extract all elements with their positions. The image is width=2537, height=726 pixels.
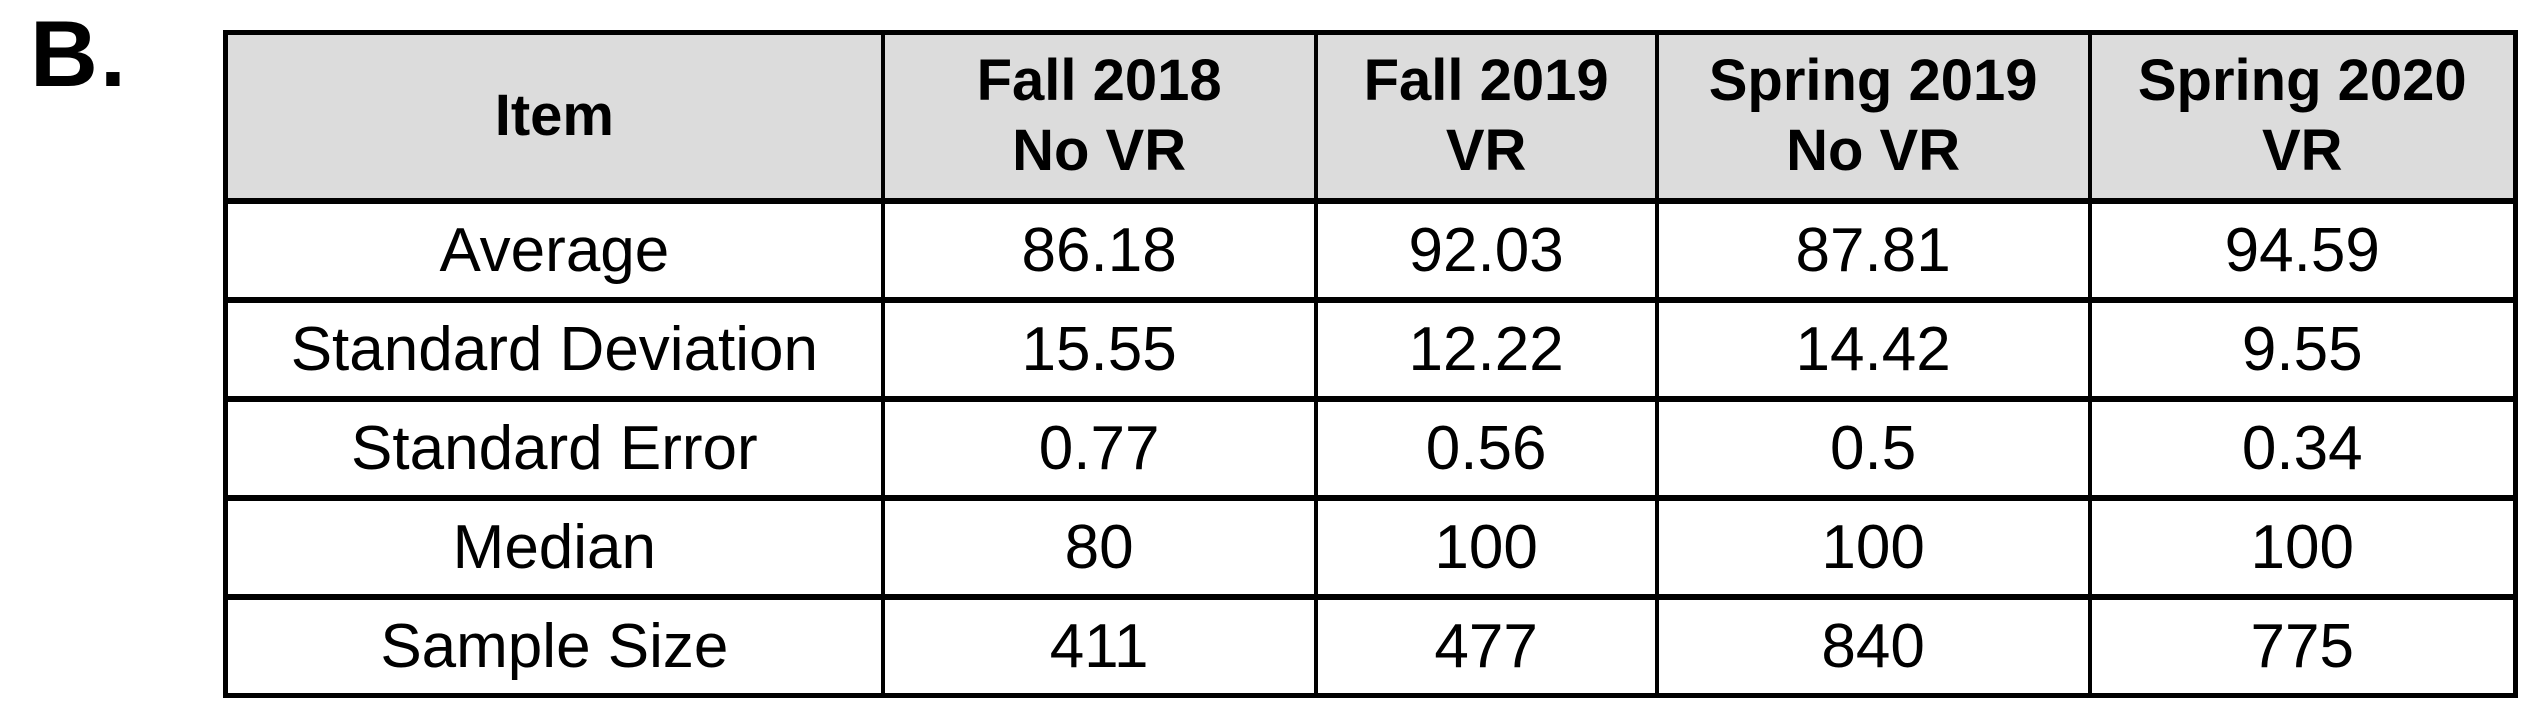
table-row-median: Median 80 100 100 100: [223, 494, 2518, 599]
table-cell: 0.34: [2087, 395, 2518, 500]
table-cell: 100: [2087, 494, 2518, 599]
table-cell: 9.55: [2087, 296, 2518, 401]
table-cell: 0.56: [1313, 395, 1659, 500]
table-cell: 100: [1654, 494, 2092, 599]
header-line1: Fall 2018: [976, 47, 1222, 113]
header-line2: VR: [1445, 118, 1527, 184]
column-header-fall-2019-vr: Fall 2019 VR: [1313, 30, 1659, 204]
header-line1: Fall 2019: [1363, 47, 1609, 113]
panel-label: B.: [30, 1, 128, 106]
table-cell: 14.42: [1654, 296, 2092, 401]
column-header-fall-2018-no-vr: Fall 2018 No VR: [880, 30, 1318, 204]
header-line2: No VR: [1012, 118, 1187, 184]
column-header-spring-2019-no-vr: Spring 2019 No VR: [1654, 30, 2092, 204]
row-label: Average: [223, 197, 885, 302]
header-line1: Item: [494, 82, 614, 148]
header-line1: Spring 2019: [1708, 47, 2038, 113]
header-line2: VR: [2261, 118, 2343, 184]
table-cell: 94.59: [2087, 197, 2518, 302]
table-row-standard-deviation: Standard Deviation 15.55 12.22 14.42 9.5…: [223, 296, 2518, 401]
table-cell: 15.55: [880, 296, 1318, 401]
stats-table: Item Fall 2018 No VR Fall 2019 VR Spring…: [223, 30, 2518, 698]
table-cell: 0.77: [880, 395, 1318, 500]
table-cell: 0.5: [1654, 395, 2092, 500]
table-cell: 840: [1654, 593, 2092, 698]
table-cell: 411: [880, 593, 1318, 698]
table-row-average: Average 86.18 92.03 87.81 94.59: [223, 197, 2518, 302]
header-line2: No VR: [1786, 118, 1961, 184]
table-cell: 92.03: [1313, 197, 1659, 302]
row-label: Standard Error: [223, 395, 885, 500]
table-cell: 477: [1313, 593, 1659, 698]
row-label: Median: [223, 494, 885, 599]
table-cell: 86.18: [880, 197, 1318, 302]
column-header-spring-2020-vr: Spring 2020 VR: [2087, 30, 2518, 204]
header-row: Item Fall 2018 No VR Fall 2019 VR Spring…: [223, 30, 2518, 204]
table-cell: 775: [2087, 593, 2518, 698]
table-cell: 12.22: [1313, 296, 1659, 401]
table-row-sample-size: Sample Size 411 477 840 775: [223, 593, 2518, 698]
header-line1: Spring 2020: [2137, 47, 2467, 113]
table-cell: 87.81: [1654, 197, 2092, 302]
column-header-item: Item: [223, 30, 885, 204]
row-label: Standard Deviation: [223, 296, 885, 401]
table-row-standard-error: Standard Error 0.77 0.56 0.5 0.34: [223, 395, 2518, 500]
table-cell: 80: [880, 494, 1318, 599]
table-cell: 100: [1313, 494, 1659, 599]
row-label: Sample Size: [223, 593, 885, 698]
